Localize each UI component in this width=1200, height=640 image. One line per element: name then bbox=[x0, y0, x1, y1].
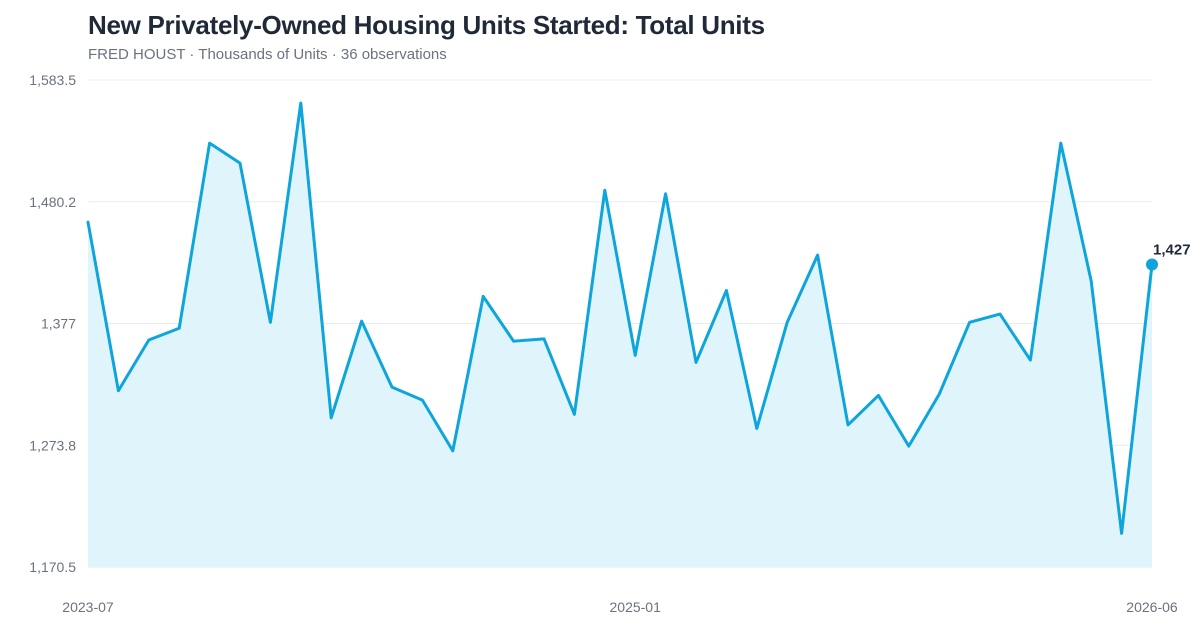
x-tick-label: 2025-01 bbox=[610, 599, 662, 615]
y-tick-label: 1,480.2 bbox=[29, 194, 76, 210]
x-tick-label: 2026-06 bbox=[1126, 599, 1178, 615]
chart-title: New Privately-Owned Housing Units Starte… bbox=[88, 10, 765, 40]
last-point-marker bbox=[1146, 258, 1158, 271]
y-tick-label: 1,273.8 bbox=[29, 437, 76, 453]
line-layer bbox=[86, 101, 1154, 535]
y-tick-label: 1,170.5 bbox=[29, 559, 76, 575]
last-value-label: 1,427 bbox=[1153, 242, 1191, 259]
x-axis: 2023-07 2025-01 2026-06 bbox=[62, 599, 1178, 615]
series-line bbox=[86, 101, 1154, 535]
y-axis: 1,583.5 1,480.2 1,377 1,273.8 1,170.5 bbox=[29, 72, 76, 575]
chart-subtitle: FRED HOUST · Thousands of Units · 36 obs… bbox=[88, 46, 447, 63]
area-layer bbox=[88, 102, 1152, 568]
series-area bbox=[88, 102, 1152, 568]
marker-layer: 1,427 bbox=[1146, 242, 1191, 271]
y-tick-label: 1,583.5 bbox=[29, 72, 76, 88]
x-tick-label: 2023-07 bbox=[62, 599, 114, 615]
y-tick-label: 1,377 bbox=[41, 316, 76, 332]
